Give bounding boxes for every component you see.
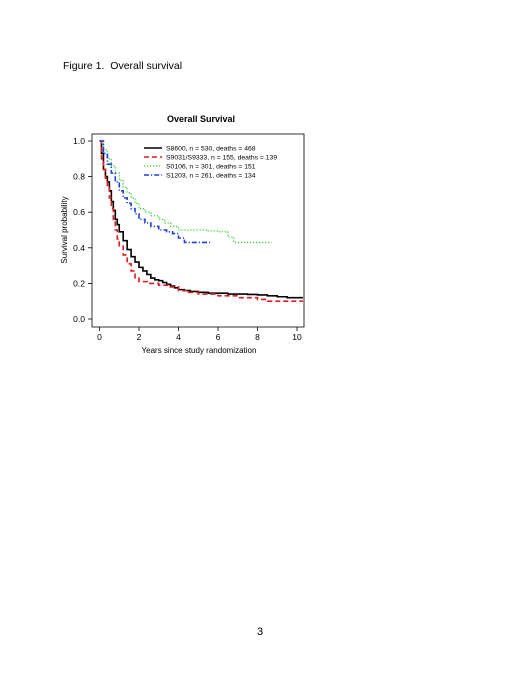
figure-caption: Figure 1. Overall survival — [63, 60, 183, 72]
y-tick-label: 0.4 — [73, 243, 85, 253]
x-tick-label: 2 — [137, 332, 142, 342]
y-tick-label: 0.6 — [73, 207, 85, 217]
legend-label-3: S1203, n = 261, deaths = 134 — [166, 173, 256, 180]
series-line-3 — [99, 140, 211, 244]
legend: S8600, n = 530, deaths = 468 S9031/S9333,… — [144, 146, 277, 180]
y-tick-label: 0.2 — [73, 278, 85, 288]
y-tick-label: 1.0 — [73, 136, 85, 146]
chart-title: Overall Survival — [167, 114, 235, 124]
x-axis-label: Years since study randomization — [142, 346, 257, 355]
legend-label-1: S9031/S9333, n = 155, deaths = 139 — [166, 155, 277, 162]
page-number: 3 — [256, 626, 264, 638]
y-axis-label: Survival probability — [60, 196, 69, 263]
y-tick-label: 0.8 — [73, 172, 85, 182]
x-tick-label: 10 — [292, 332, 302, 342]
plot-frame — [91, 133, 305, 328]
x-tick-label: 8 — [255, 332, 260, 342]
x-tick-label: 4 — [176, 332, 181, 342]
x-tick-label: 6 — [216, 332, 221, 342]
legend-label-0: S8600, n = 530, deaths = 468 — [166, 146, 256, 153]
legend-label-2: S0106, n = 301, deaths = 151 — [166, 164, 256, 171]
y-tick-label: 0.0 — [73, 314, 85, 324]
x-tick-label: 0 — [97, 332, 102, 342]
survival-curves — [99, 140, 303, 302]
series-line-1 — [99, 140, 303, 302]
y-axis: 0.0 0.2 0.4 0.6 0.8 1.0 — [73, 136, 92, 324]
x-axis: 0 2 4 6 8 10 — [97, 327, 302, 342]
